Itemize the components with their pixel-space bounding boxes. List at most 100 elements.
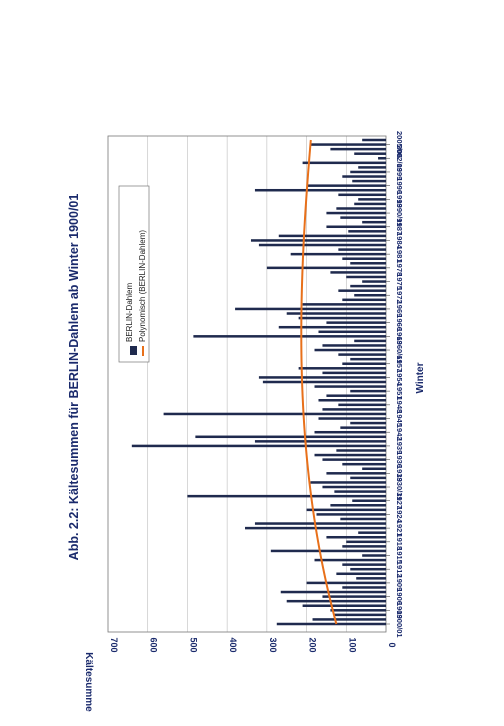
bar — [322, 408, 386, 411]
bar — [330, 609, 386, 612]
bar — [270, 549, 386, 553]
bar — [342, 563, 386, 566]
bar — [342, 257, 386, 260]
x-tick-label: 1987 — [395, 218, 404, 235]
bar — [131, 444, 386, 448]
bar — [322, 595, 386, 598]
bar — [326, 535, 386, 539]
x-tick-label: 1960/61 — [395, 336, 404, 363]
bar — [346, 540, 386, 544]
bar — [340, 426, 386, 429]
x-tick-label: 1906 — [395, 588, 404, 605]
y-tick-label: 100 — [347, 637, 357, 652]
x-tick-label: 1954 — [395, 369, 404, 387]
bar — [276, 622, 386, 626]
trend-line — [300, 139, 338, 625]
legend: BERLIN-Dahlem Polynomisch (BERLIN-Dahlem… — [118, 185, 150, 363]
bar — [350, 284, 386, 288]
bar — [336, 207, 386, 210]
bar — [348, 230, 386, 233]
bar — [312, 618, 386, 621]
bar — [342, 586, 386, 589]
bar — [302, 303, 386, 306]
bar — [354, 293, 386, 297]
x-tick-label: 1933 — [395, 465, 404, 482]
bar — [336, 572, 386, 576]
bar — [354, 339, 386, 343]
x-tick-label: 1981 — [395, 246, 404, 263]
x-tick-label: 1948 — [395, 396, 404, 413]
bar — [326, 225, 386, 229]
x-tick-label: 1951 — [395, 383, 404, 400]
bar — [278, 234, 386, 238]
bar — [235, 307, 386, 311]
x-tick-label: 1942 — [395, 424, 404, 441]
x-tick-label: 1915 — [395, 547, 404, 564]
y-axis-label: Kältesumme — [83, 652, 94, 712]
bar — [342, 545, 386, 548]
bar — [298, 367, 386, 370]
y-tick-label: 300 — [268, 637, 278, 652]
bar — [322, 371, 386, 375]
bar — [350, 567, 386, 571]
bar — [338, 403, 386, 407]
bar — [322, 458, 386, 461]
x-tick-label: 1996 — [395, 177, 404, 194]
bar — [338, 193, 386, 197]
bar — [250, 239, 386, 242]
bar — [378, 157, 386, 160]
x-axis-ticks: 1900/01190319061909191219151918192119241… — [386, 131, 404, 638]
bar — [266, 266, 386, 270]
chart-title: Abb. 2.2: Kältesummen für BERLIN-Dahlem … — [67, 194, 81, 561]
bar — [334, 613, 386, 617]
legend-swatch-bars — [130, 346, 137, 355]
x-tick-label: 1936 — [395, 451, 404, 468]
grid — [147, 136, 347, 632]
bar — [316, 513, 386, 516]
x-tick-label: 1963 — [395, 328, 404, 345]
bar — [342, 298, 386, 302]
bar — [306, 184, 386, 187]
bar-series — [131, 138, 386, 626]
x-axis-label: Winter — [415, 362, 426, 393]
bar — [258, 376, 386, 379]
x-tick-label: 1930/31 — [395, 473, 404, 500]
bar — [306, 581, 386, 585]
bar — [258, 243, 386, 247]
bar — [338, 353, 386, 356]
bar — [362, 280, 386, 283]
plot-frame — [107, 135, 387, 633]
bar — [314, 430, 386, 434]
bar — [298, 316, 386, 320]
bar — [346, 275, 386, 279]
legend-label-line: Polynomisch (BERLIN-Dahlem) — [138, 230, 147, 342]
bar — [334, 490, 386, 493]
x-tick-label: 1909 — [395, 575, 404, 592]
bar — [342, 175, 386, 178]
bar — [350, 389, 386, 393]
bar — [354, 152, 386, 155]
bar — [358, 166, 386, 169]
bar — [310, 481, 386, 484]
bar — [358, 198, 386, 201]
bar — [340, 216, 386, 219]
bar — [302, 604, 386, 607]
legend-box — [118, 185, 150, 363]
x-tick-label: 1999 — [395, 164, 404, 181]
y-tick-label: 500 — [188, 637, 198, 652]
bar — [340, 517, 386, 521]
bar — [286, 599, 386, 603]
bar — [350, 262, 386, 265]
bar — [362, 554, 386, 557]
bar — [336, 449, 386, 452]
x-tick-label: 1900/01 — [395, 610, 404, 637]
bar — [326, 394, 386, 397]
x-tick-label: 1918 — [395, 533, 404, 550]
legend-label-bars: BERLIN-Dahlem — [125, 283, 134, 342]
bar — [314, 558, 386, 562]
bar — [163, 412, 386, 416]
bar — [356, 577, 386, 580]
trend-series — [300, 139, 338, 625]
bar — [290, 252, 386, 256]
